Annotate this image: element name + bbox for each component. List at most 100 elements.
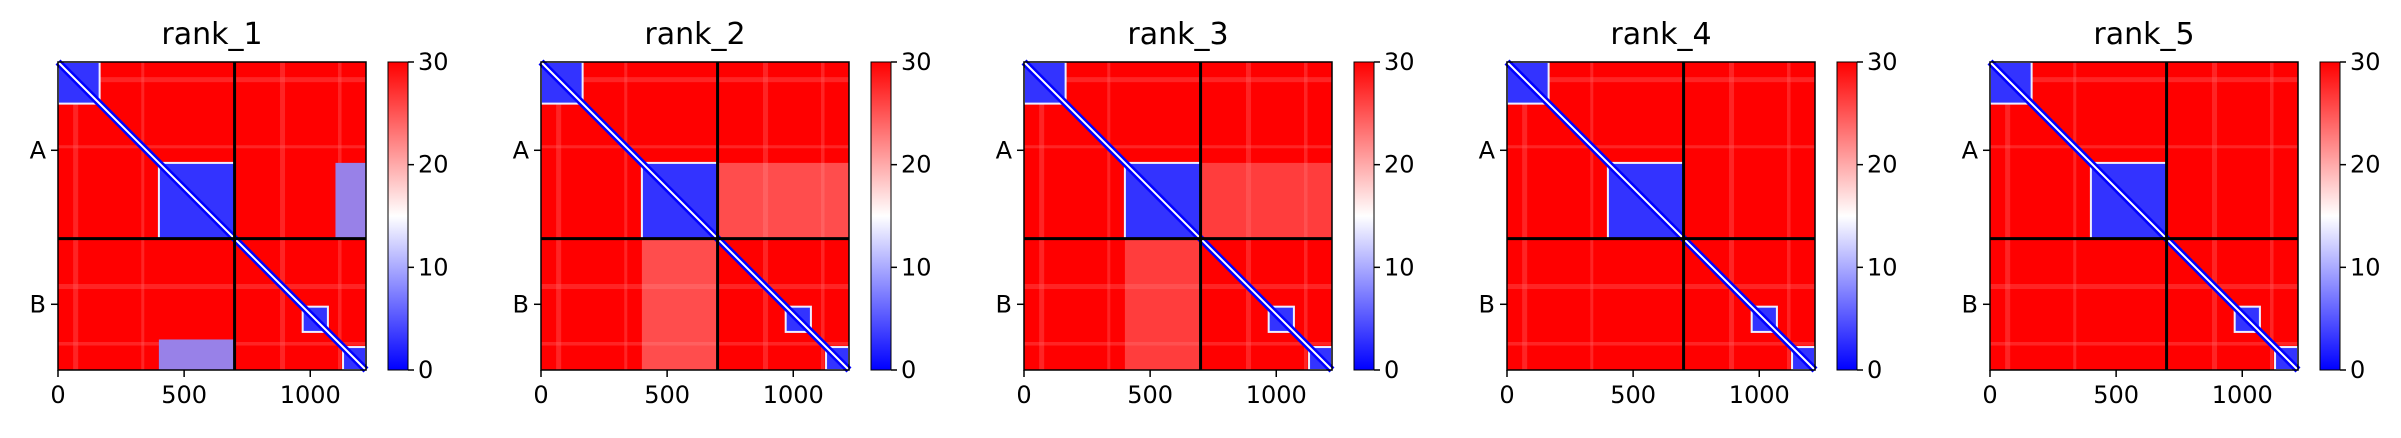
colorbar-tick-label: 10 (1384, 253, 1415, 281)
heatmap-stripe (821, 62, 825, 370)
heatmap-frame (1506, 61, 1816, 371)
heatmap-stripe (541, 77, 849, 83)
colorbar-tick-label: 0 (2350, 356, 2365, 384)
panel-title: rank_2 (644, 17, 745, 52)
heatmap-stripe (1990, 77, 2298, 83)
heatmap-stripe (2073, 62, 2077, 370)
heatmap-diagonal-center (1023, 61, 1333, 371)
heatmap-stripe (541, 283, 849, 290)
heatmap-interface-block (1200, 162, 1332, 239)
colorbar-tick-label: 20 (1867, 151, 1898, 179)
heatmap-interface-block (641, 238, 718, 370)
panel-title: rank_4 (1610, 17, 1711, 52)
x-tick-label: 500 (161, 381, 207, 409)
chain-label: B (996, 290, 1012, 318)
heatmap-diagonal-center (57, 61, 367, 371)
chain-label: A (1479, 136, 1496, 164)
colorbar-tick-label: 0 (901, 356, 916, 384)
heatmap-interface-block (158, 339, 235, 370)
heatmap-panel-5: rank_5 0 500 1000 A B 0 10 20 30 (1962, 17, 2381, 409)
colorbar-tick-label: 0 (1384, 356, 1399, 384)
heatmap-stripe (73, 62, 79, 370)
heatmap-frame (540, 61, 850, 371)
colorbar (387, 61, 409, 371)
x-tick-label: 500 (2093, 381, 2139, 409)
heatmap-stripe (1590, 62, 1594, 370)
colorbar-tick-label: 10 (2350, 253, 2381, 281)
heatmap-stripe (1024, 283, 1332, 290)
chain-label: B (1962, 290, 1978, 318)
heatmap-stripe (762, 62, 769, 370)
chain-label: A (1962, 136, 1979, 164)
chain-label: A (30, 136, 47, 164)
colorbar-tick-label: 30 (901, 48, 932, 76)
heatmap-stripe (541, 145, 849, 149)
heatmap-stripe (1990, 283, 2298, 290)
heatmap-stripe (1507, 342, 1815, 346)
heatmap-stripe (1024, 77, 1332, 83)
heatmap-panel-1: rank_1 0 500 1000 A B 0 10 20 30 (30, 17, 449, 409)
heatmap-cross-block (335, 162, 366, 239)
heatmap-stripe (1990, 145, 2298, 149)
heatmap-panel-2: rank_2 0 500 1000 A B 0 10 20 30 (513, 17, 932, 409)
heatmap-stripe (1728, 62, 1735, 370)
colorbar-tick-label: 20 (2350, 151, 2381, 179)
heatmap-frame (1989, 61, 2299, 371)
heatmap-diagonal-center (540, 61, 850, 371)
heatmap-stripe (1787, 62, 1791, 370)
x-tick-label: 0 (50, 381, 65, 409)
colorbar-tick-label: 10 (1867, 253, 1898, 281)
heatmap-stripe (58, 77, 366, 83)
heatmap-interface-block (335, 162, 366, 239)
heatmap-frame (1023, 61, 1333, 371)
colorbar (870, 61, 892, 371)
colorbar-tick-label: 10 (901, 253, 932, 281)
x-tick-label: 1000 (1729, 381, 1790, 409)
heatmap-stripe (2270, 62, 2274, 370)
chain-label: B (30, 290, 46, 318)
colorbar-tick-label: 30 (2350, 48, 2381, 76)
heatmap-stripe (1107, 62, 1111, 370)
heatmap-diagonal-center (1989, 61, 2299, 371)
heatmap-stripe (1024, 145, 1332, 149)
heatmap-stripe (1990, 342, 2298, 346)
heatmap-stripe (1522, 62, 1528, 370)
x-tick-label: 0 (1016, 381, 1031, 409)
heatmap-cross-block (158, 339, 235, 370)
heatmap-stripe (556, 62, 562, 370)
panel-title: rank_1 (161, 17, 262, 52)
chain-label: B (513, 290, 529, 318)
heatmap-frame (57, 61, 367, 371)
x-tick-label: 1000 (763, 381, 824, 409)
heatmap-stripe (1507, 283, 1815, 290)
chain-label: B (1479, 290, 1495, 318)
chain-label: A (996, 136, 1013, 164)
x-tick-label: 0 (1982, 381, 1997, 409)
chain-label: A (513, 136, 530, 164)
colorbar-tick-label: 20 (901, 151, 932, 179)
heatmap-interface-block (1124, 238, 1201, 370)
x-tick-label: 1000 (2212, 381, 2273, 409)
heatmap-stripe (1039, 62, 1045, 370)
heatmap-panel-3: rank_3 0 500 1000 A B 0 10 20 30 (996, 17, 1415, 409)
panel-title: rank_5 (2093, 17, 2194, 52)
x-tick-label: 500 (1127, 381, 1173, 409)
colorbar-tick-label: 0 (418, 356, 433, 384)
colorbar-tick-label: 30 (1867, 48, 1898, 76)
heatmap-stripe (2005, 62, 2011, 370)
heatmap-stripe (624, 62, 628, 370)
heatmap-stripe (58, 145, 366, 149)
colorbar-tick-label: 0 (1867, 356, 1882, 384)
heatmap-stripe (1507, 77, 1815, 83)
panel-title: rank_3 (1127, 17, 1228, 52)
x-tick-label: 1000 (1246, 381, 1307, 409)
heatmap-stripe (1024, 342, 1332, 346)
colorbar (1353, 61, 1375, 371)
x-tick-label: 1000 (280, 381, 341, 409)
colorbar (1836, 61, 1858, 371)
heatmap-stripe (1304, 62, 1308, 370)
heatmap-stripe (2211, 62, 2218, 370)
heatmap-stripe (141, 62, 145, 370)
heatmap-stripe (1507, 145, 1815, 149)
